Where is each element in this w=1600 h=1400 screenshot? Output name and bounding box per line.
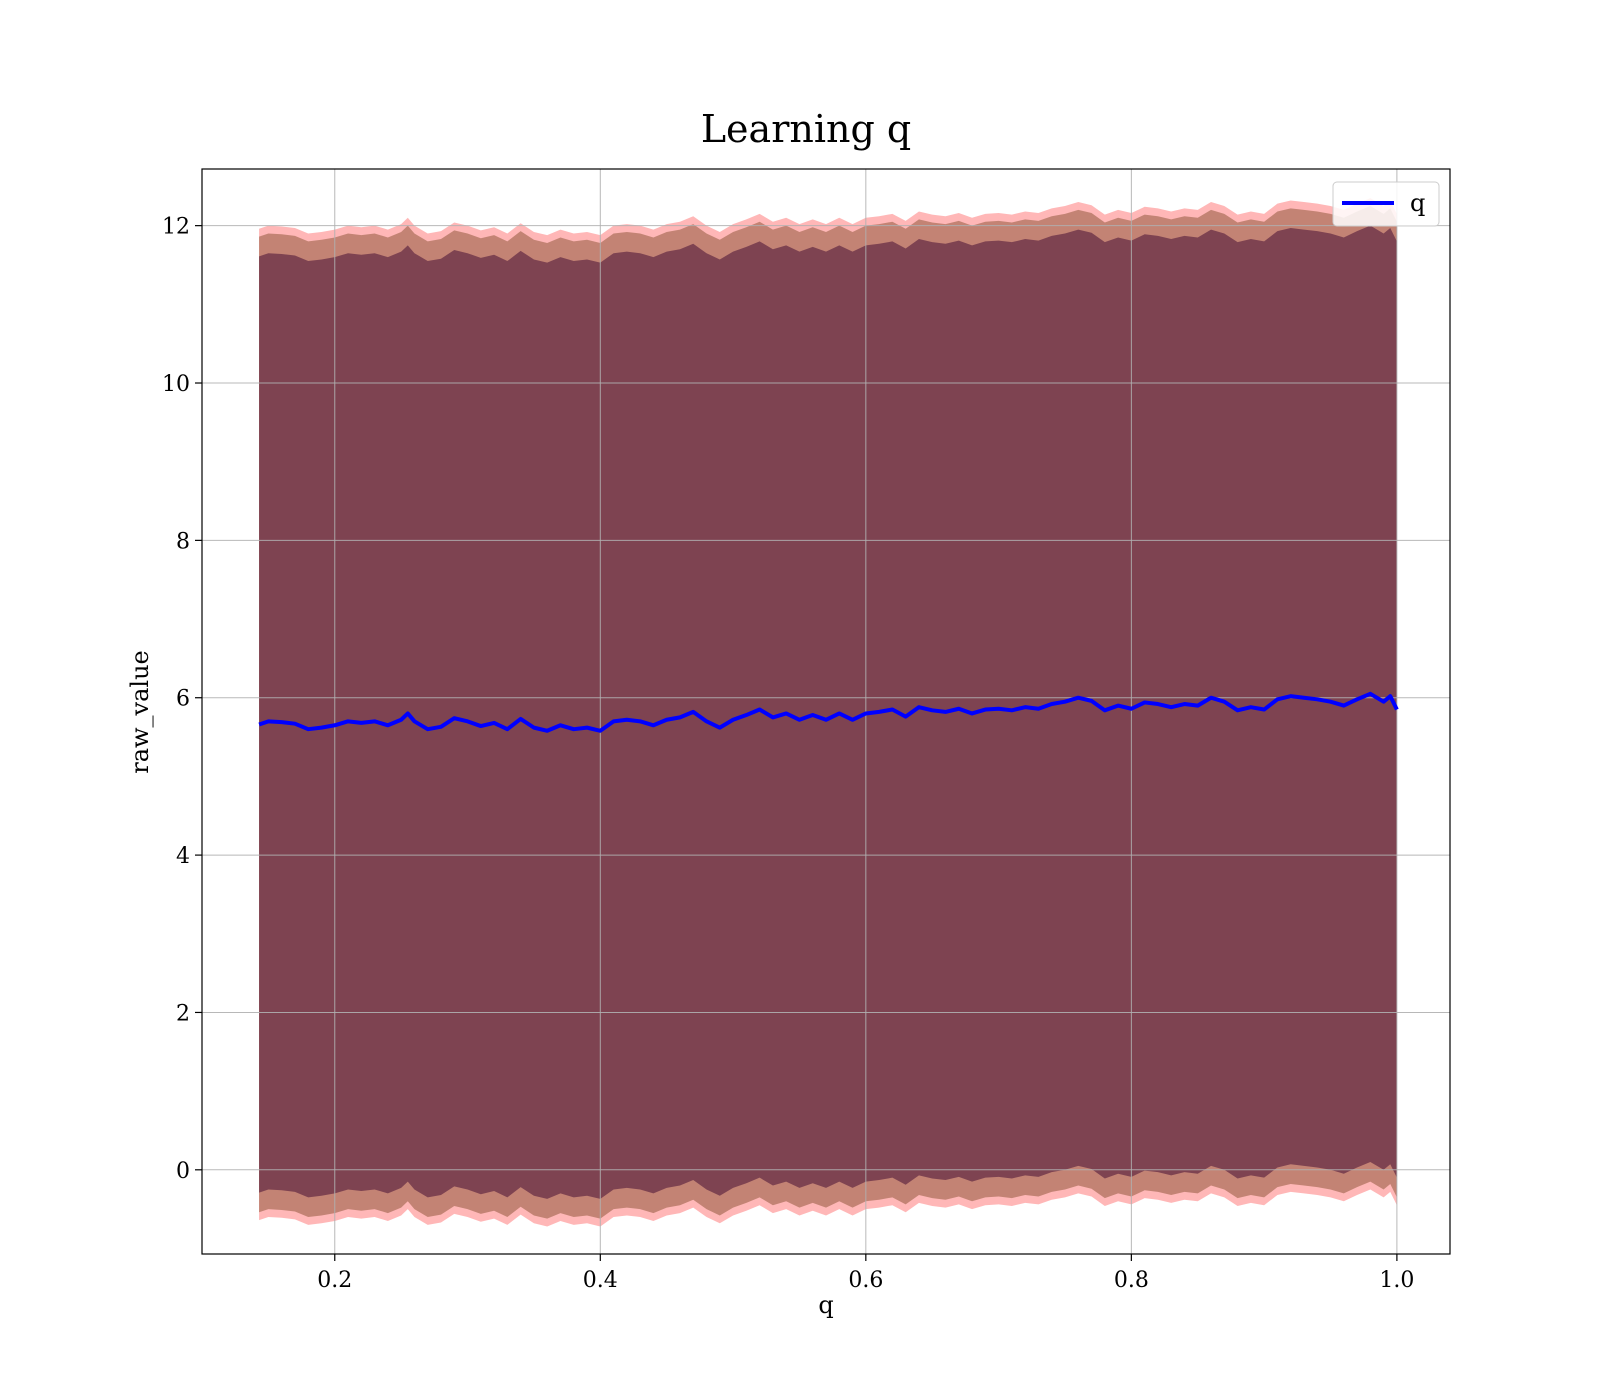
y-tick-label: 4 — [176, 844, 190, 869]
y-tick-label: 12 — [162, 215, 190, 240]
x-tick-label: 0.6 — [848, 1268, 883, 1293]
legend: q — [1332, 181, 1440, 227]
grid-layer — [202, 169, 1450, 1254]
y-tick-label: 8 — [176, 529, 190, 554]
x-axis-label: q — [818, 1291, 833, 1319]
x-tick-label: 0.4 — [583, 1268, 618, 1293]
band-layer — [259, 198, 1397, 1227]
chart-title: Learning q — [701, 107, 911, 151]
x-tick-label: 0.2 — [317, 1268, 352, 1293]
x-axis: 0.2 0.4 0.6 0.8 1.0 — [317, 1254, 1414, 1293]
plot-area-frame — [201, 168, 1451, 1255]
series-line-q — [258, 691, 1399, 733]
y-tick-label: 6 — [176, 687, 190, 712]
band-inner — [259, 225, 1397, 1199]
y-tick-label: 10 — [162, 372, 190, 397]
series-layer — [258, 691, 1399, 733]
y-tick-label: 0 — [176, 1159, 190, 1184]
y-tick-label: 2 — [176, 1001, 190, 1026]
y-axis-label: raw_value — [126, 650, 154, 774]
x-tick-label: 1.0 — [1379, 1268, 1414, 1293]
x-tick-label: 0.8 — [1114, 1268, 1149, 1293]
y-axis: 0 2 4 6 8 10 12 — [162, 215, 202, 1184]
legend-label-q: q — [1410, 189, 1425, 217]
